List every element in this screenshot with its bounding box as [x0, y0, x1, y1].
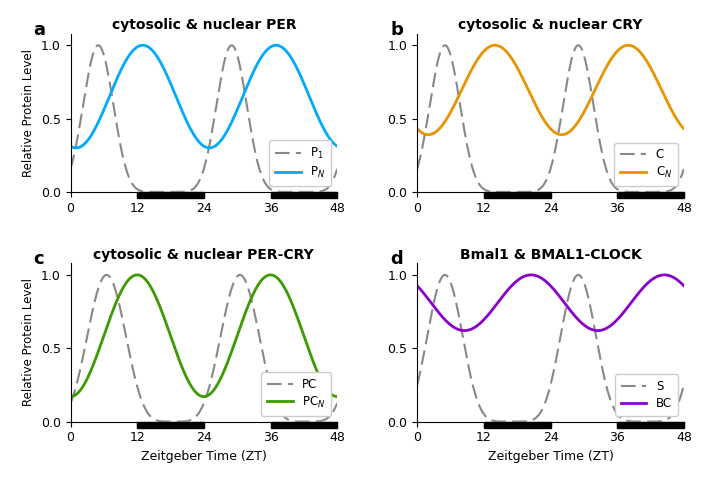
Legend: P$_1$, P$_N$: P$_1$, P$_N$ [269, 140, 331, 186]
Bar [617, 192, 684, 198]
Text: c: c [33, 251, 44, 269]
Title: cytosolic & nuclear PER: cytosolic & nuclear PER [111, 18, 296, 33]
Bar [484, 422, 551, 428]
Bar [137, 192, 204, 198]
Title: Bmal1 & BMAL1-CLOCK: Bmal1 & BMAL1-CLOCK [460, 248, 642, 262]
X-axis label: Zeitgeber Time (ZT): Zeitgeber Time (ZT) [141, 450, 266, 463]
Bar [484, 192, 551, 198]
Bar [271, 422, 337, 428]
Y-axis label: Relative Protein Level: Relative Protein Level [23, 49, 35, 177]
Legend: PC, PC$_N$: PC, PC$_N$ [261, 372, 331, 416]
Bar [617, 422, 684, 428]
Y-axis label: Relative Protein Level: Relative Protein Level [23, 278, 35, 406]
Title: cytosolic & nuclear PER-CRY: cytosolic & nuclear PER-CRY [94, 248, 314, 262]
Text: d: d [391, 251, 403, 269]
Title: cytosolic & nuclear CRY: cytosolic & nuclear CRY [458, 18, 643, 33]
Text: b: b [391, 21, 403, 39]
Text: a: a [33, 21, 45, 39]
Legend: S, BC: S, BC [615, 374, 678, 416]
Bar [137, 422, 204, 428]
X-axis label: Zeitgeber Time (ZT): Zeitgeber Time (ZT) [488, 450, 613, 463]
Bar [271, 192, 337, 198]
Legend: C, C$_N$: C, C$_N$ [615, 143, 678, 186]
